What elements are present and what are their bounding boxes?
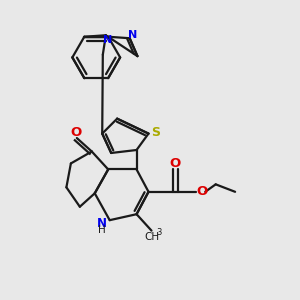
Text: N: N <box>97 217 107 230</box>
Text: O: O <box>70 126 82 139</box>
Text: 3: 3 <box>157 228 162 237</box>
Text: CH: CH <box>145 232 160 242</box>
Text: N: N <box>128 30 137 40</box>
Text: O: O <box>170 157 181 170</box>
Text: H: H <box>98 225 106 235</box>
Text: S: S <box>152 126 160 139</box>
Text: N: N <box>103 35 112 45</box>
Text: O: O <box>196 185 207 198</box>
